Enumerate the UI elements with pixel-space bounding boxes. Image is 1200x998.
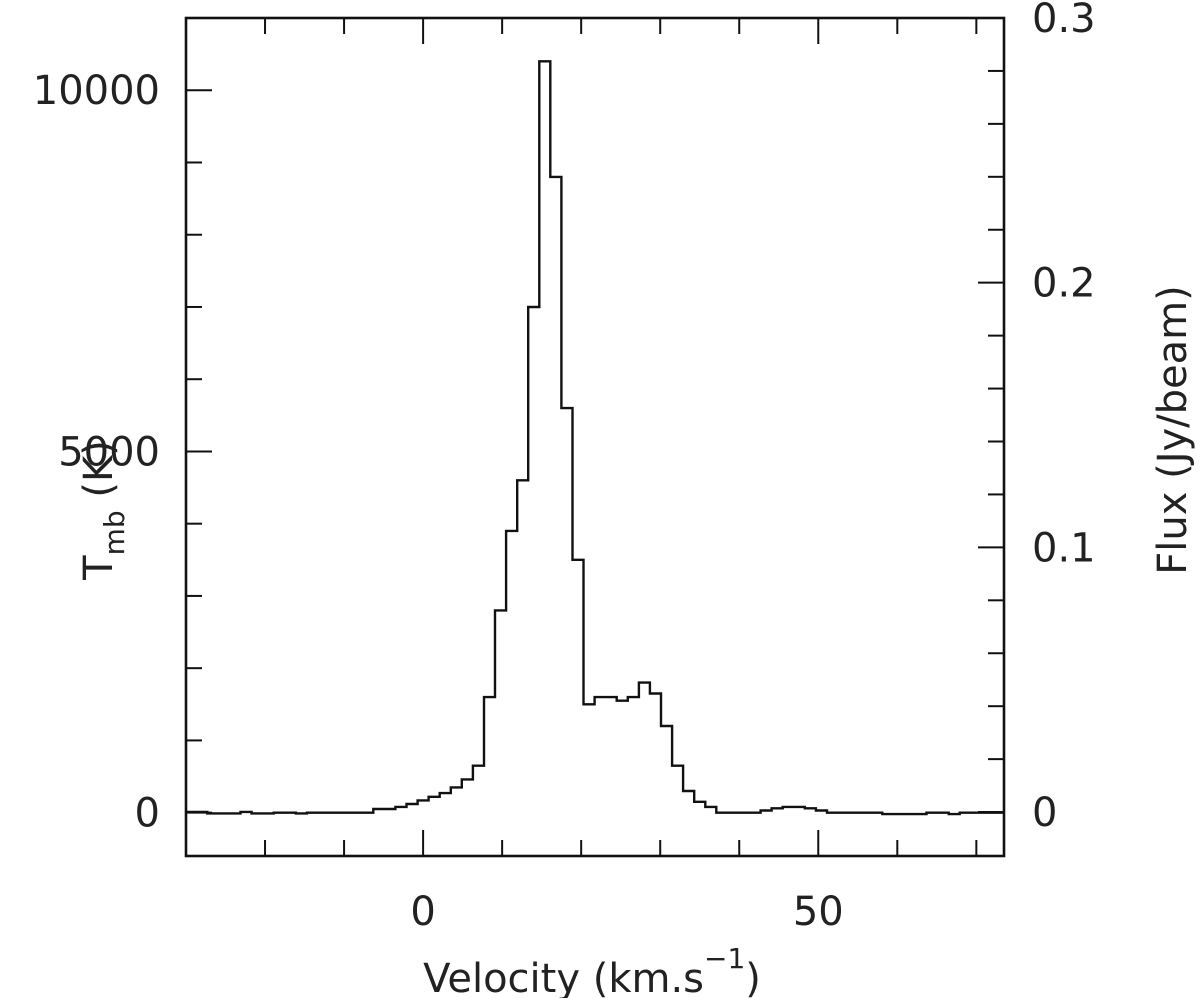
y-right-tick-label: 0.3 (1032, 0, 1096, 42)
y-left-tick-label: 5000 (58, 429, 160, 475)
y-right-axis-title: Flux (Jy/beam) (1150, 285, 1196, 575)
x-axis-title: Velocity (km.s−1) (423, 942, 761, 998)
x-tick-label: 0 (410, 889, 435, 935)
y-right-tick-label: 0.1 (1032, 525, 1096, 571)
x-axis-title-exponent: −1 (704, 942, 745, 975)
y-left-axis-title-main: T (76, 555, 122, 581)
plot-frame (184, 16, 1006, 858)
tick-labels: 0 50 0 5000 10000 0 0.1 0.2 0.3 (33, 0, 1096, 935)
y-left-axis-title: Tmb (K) (76, 440, 131, 581)
x-tick-label: 50 (793, 889, 844, 935)
x-axis-title-close: ) (745, 956, 761, 998)
y-left-axis-title-unit: (K) (76, 440, 122, 510)
y-left-axis-title-subscript: mb (98, 510, 131, 555)
spectrum-series-line (186, 60, 1004, 816)
y-right-tick-label: 0 (1032, 790, 1057, 836)
y-left-tick-label: 10000 (33, 68, 160, 114)
x-axis-title-text: Velocity (km.s (423, 956, 704, 998)
y-left-tick-label: 0 (135, 791, 160, 837)
y-right-tick-label: 0.2 (1032, 261, 1096, 307)
tick-marks (186, 17, 1004, 856)
